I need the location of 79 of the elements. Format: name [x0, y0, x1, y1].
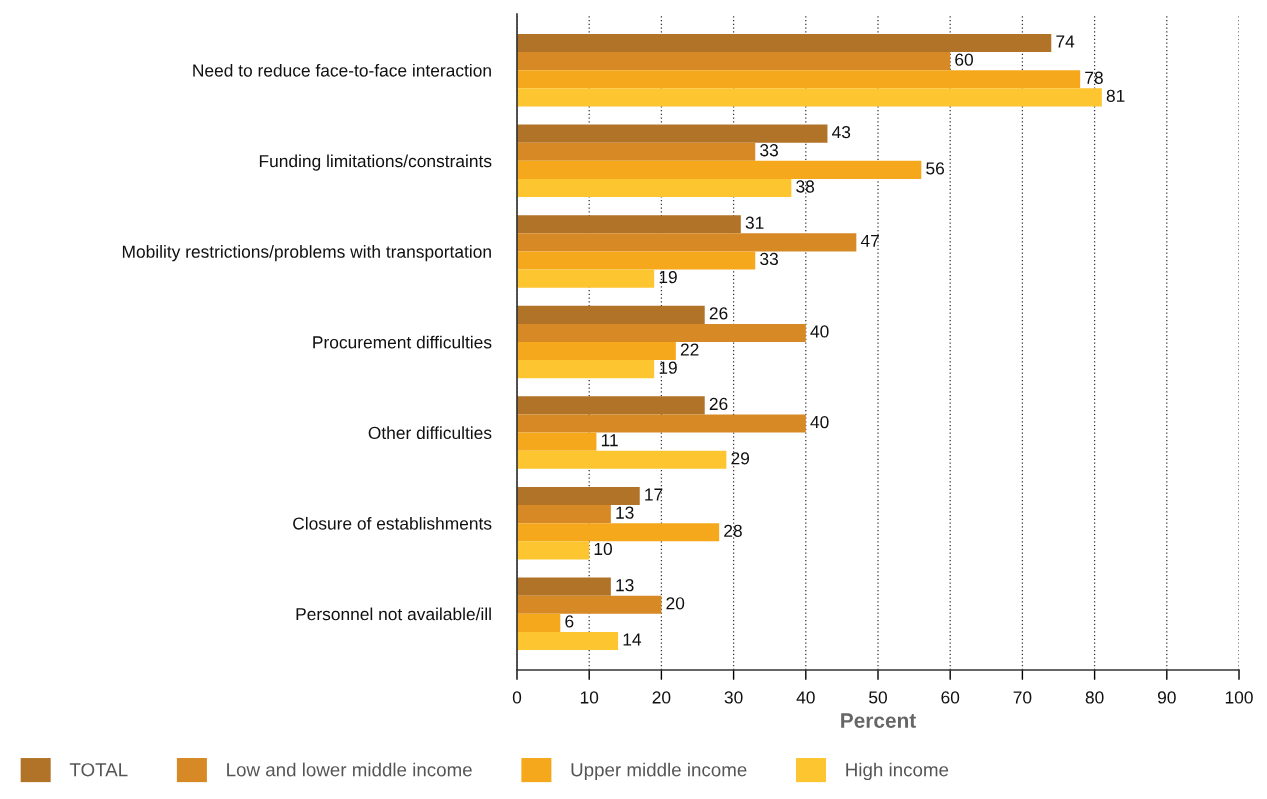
bar [517, 269, 655, 288]
data-label: 22 [680, 343, 699, 356]
bar [517, 124, 828, 143]
legend-label: TOTAL [69, 763, 128, 777]
x-tick-label: 60 [941, 691, 960, 704]
data-label: 31 [745, 216, 764, 229]
bar [517, 305, 705, 324]
y-tick-label: Mobility restrictions/problems with transportation [122, 245, 491, 262]
y-tick-label: Need to reduce face-to-face interaction [193, 63, 491, 77]
data-label: 33 [760, 144, 778, 157]
data-label: 11 [601, 434, 618, 447]
data-label: 26 [709, 307, 728, 320]
data-label: 28 [724, 524, 742, 537]
x-tick-label: 90 [1157, 691, 1176, 704]
bar [517, 577, 611, 596]
legend-label: Upper middle income [571, 762, 747, 781]
data-label: 81 [1106, 89, 1125, 103]
bar [517, 160, 922, 179]
legend-label: Low and lower middle income [227, 762, 472, 777]
data-label: 26 [709, 397, 728, 411]
data-label: 6 [565, 615, 574, 628]
data-label: 19 [659, 270, 677, 284]
data-label: 19 [659, 361, 677, 374]
data-label: 47 [860, 234, 879, 247]
bar [517, 178, 792, 198]
bar [517, 631, 619, 651]
data-label: 17 [645, 488, 663, 501]
bar [517, 541, 590, 560]
data-label: 33 [760, 252, 778, 266]
x-tick-label: 40 [796, 691, 815, 704]
bar [517, 505, 611, 524]
data-label: 13 [616, 506, 634, 519]
data-label: 29 [731, 452, 750, 465]
y-tick-label: Closure of establishments [293, 516, 492, 530]
data-label: 14 [623, 633, 642, 646]
x-tick-label: 20 [652, 691, 671, 704]
x-tick-label: 10 [580, 691, 599, 704]
y-tick-label: Procurement difficulties [313, 335, 492, 349]
data-label: 43 [832, 125, 851, 139]
bar [517, 432, 597, 451]
x-tick-label: 30 [724, 691, 743, 704]
bar [517, 215, 741, 234]
x-tick-label: 70 [1013, 691, 1032, 704]
bar [517, 233, 857, 252]
y-tick-label: Funding limitations/constraints [259, 154, 492, 171]
bar [517, 396, 705, 415]
bar [517, 342, 676, 361]
data-label: 40 [810, 415, 829, 429]
data-label: 74 [1056, 35, 1075, 48]
y-tick-label: Personnel not available/ill [296, 607, 491, 621]
bar [517, 523, 720, 542]
legend-label: High income [846, 762, 949, 781]
bar [517, 360, 655, 379]
bar [517, 88, 1102, 107]
bar [517, 142, 756, 161]
data-label: 56 [926, 162, 945, 175]
bar [517, 52, 951, 71]
bar [517, 613, 561, 632]
data-label: 38 [796, 180, 815, 193]
bar [517, 414, 806, 433]
x-axis-title: Percent [841, 713, 916, 728]
bar [517, 595, 662, 614]
data-label: 40 [810, 325, 829, 338]
bar [517, 33, 1052, 53]
x-tick-label: 50 [869, 691, 887, 704]
data-label: 78 [1085, 71, 1103, 84]
bar [517, 70, 1081, 89]
x-tick-label: 0 [512, 691, 522, 704]
bar [517, 450, 727, 469]
data-label: 13 [616, 579, 634, 592]
bar [517, 486, 640, 506]
data-label: 60 [955, 53, 973, 66]
x-tick-label: 80 [1085, 691, 1104, 704]
bar [517, 323, 806, 342]
bar [517, 251, 756, 270]
data-label: 20 [666, 597, 685, 610]
data-label: 10 [594, 542, 612, 556]
y-tick-label: Other difficulties [368, 426, 492, 440]
x-tick-label: 100 [1225, 691, 1253, 704]
